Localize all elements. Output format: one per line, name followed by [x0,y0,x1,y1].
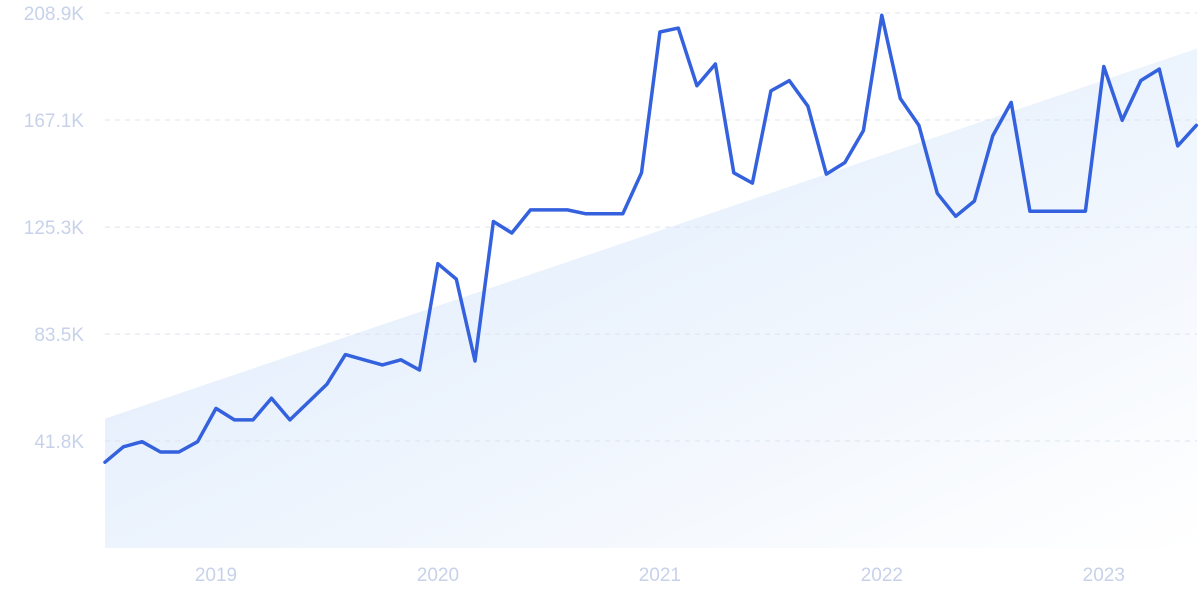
y-tick-label: 83.5K [34,325,84,346]
x-tick-label: 2019 [195,565,237,586]
y-axis-ticks: 41.8K 83.5K 125.3K 167.1K 208.9K [24,4,85,453]
x-tick-label: 2022 [861,565,903,586]
y-tick-label: 208.9K [24,4,85,25]
x-tick-label: 2020 [417,565,459,586]
y-tick-label: 125.3K [24,218,85,239]
series-layer [103,13,1199,464]
y-tick-label: 41.8K [34,432,84,453]
x-axis-ticks: 2019 2020 2021 2022 2023 [195,565,1125,586]
y-tick-label: 167.1K [24,111,85,132]
series-line [103,13,1199,464]
trend-area-layer [105,48,1197,548]
x-tick-label: 2021 [639,565,681,586]
trend-area [105,48,1197,548]
x-tick-label: 2023 [1083,565,1125,586]
